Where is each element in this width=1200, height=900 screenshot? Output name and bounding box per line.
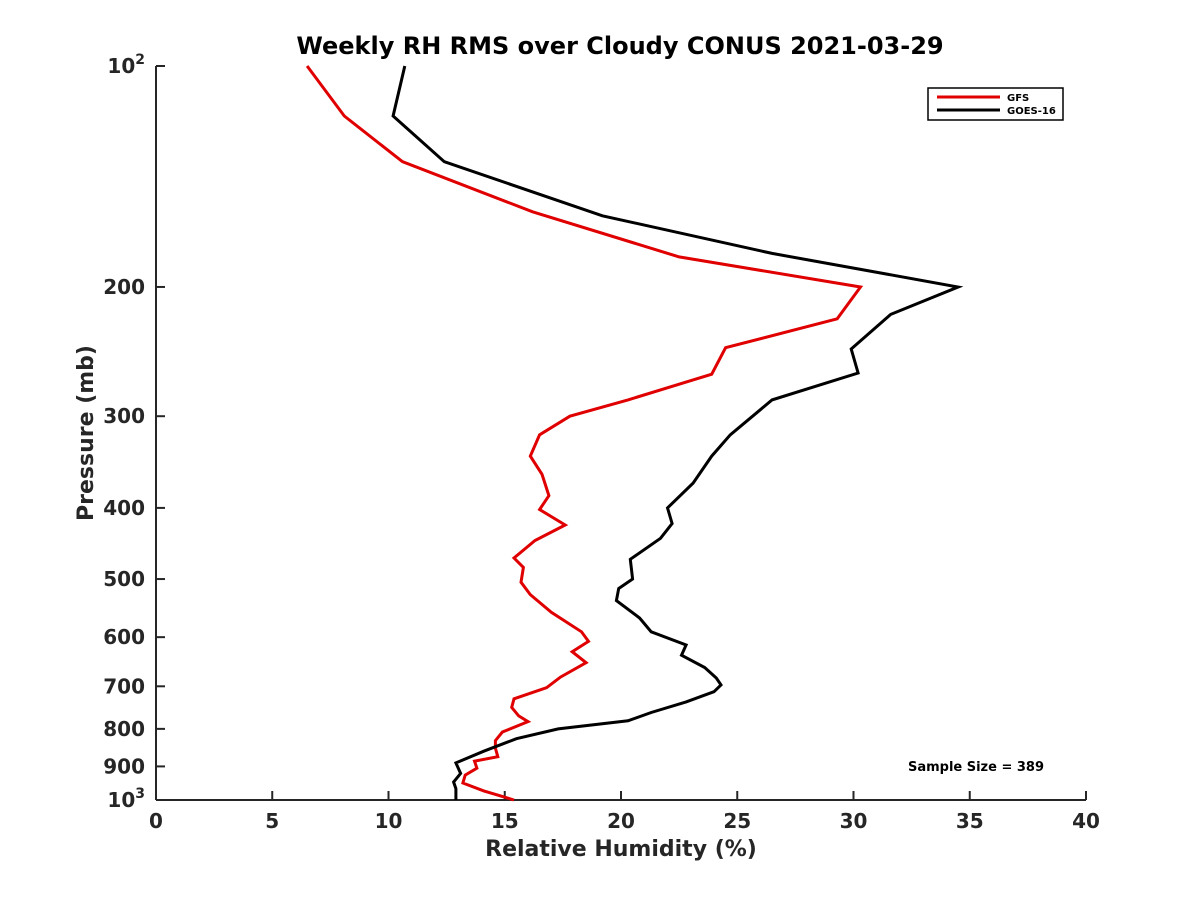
x-tick-label: 30 [840, 809, 868, 833]
y-tick-label: 500 [103, 567, 145, 591]
series-group [305, 65, 964, 802]
x-tick-label: 15 [491, 809, 519, 833]
y-tick-label: 600 [103, 625, 145, 649]
y-tick-label: 900 [103, 754, 145, 778]
y-axis-title: Pressure (mb) [74, 345, 99, 521]
y-tick-label: 300 [103, 404, 145, 428]
x-tick-label: 0 [149, 809, 163, 833]
legend-label: GFS [1007, 93, 1029, 104]
series-line-goes-16 [391, 65, 964, 800]
y-tick-exponent: 2 [135, 52, 145, 68]
legend-label: GOES-16 [1007, 106, 1056, 117]
legend-box [927, 87, 1064, 121]
x-tick-label: 35 [956, 809, 984, 833]
x-ticks: 0 5 10 15 20 25 30 35 40 [149, 791, 1100, 833]
y-tick-label: 200 [103, 275, 145, 299]
y-tick-label: 700 [103, 674, 145, 698]
x-tick-label: 20 [607, 809, 635, 833]
x-tick-label: 25 [723, 809, 751, 833]
x-tick-label: 10 [375, 809, 403, 833]
y-tick-label: 400 [103, 496, 145, 520]
chart-title: Weekly RH RMS over Cloudy CONUS 2021-03-… [296, 32, 943, 60]
y-tick-label: 102 [107, 52, 145, 78]
x-tick-label: 40 [1072, 809, 1100, 833]
x-axis-title: Relative Humidity (%) [485, 837, 757, 862]
sample-size-annotation: Sample Size = 389 [908, 760, 1044, 775]
y-tick-base: 10 [107, 54, 135, 78]
y-tick-exponent: 3 [135, 786, 145, 802]
legend: GFS GOES-16 [927, 87, 1064, 121]
y-tick-label: 103 [107, 786, 145, 812]
x-tick-label: 5 [265, 809, 279, 833]
y-tick-label: 800 [103, 717, 145, 741]
y-tick-base: 10 [107, 788, 135, 812]
